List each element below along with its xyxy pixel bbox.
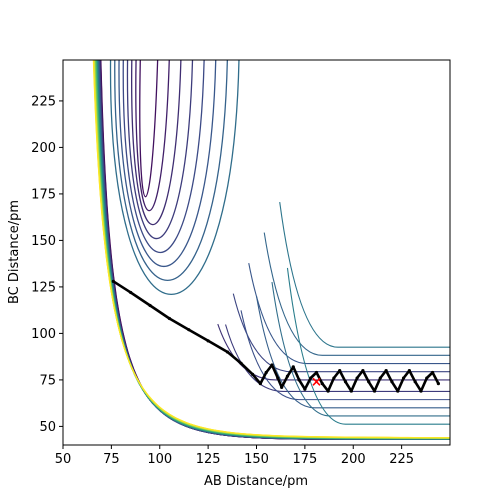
x-tick-label-2: 100 xyxy=(147,452,172,467)
trajectory-point-8 xyxy=(251,372,255,376)
x-tick-label-7: 225 xyxy=(389,452,414,467)
trajectory-point-13 xyxy=(280,385,284,389)
trajectory-point-32 xyxy=(390,380,394,384)
trajectory-point-5 xyxy=(206,339,210,343)
y-tick-label-7: 225 xyxy=(31,94,56,109)
trajectory-point-22 xyxy=(332,376,336,380)
trajectory-point-39 xyxy=(430,370,435,375)
trajectory-point-24 xyxy=(343,380,348,384)
x-tick-label-0: 50 xyxy=(55,452,72,467)
trajectory-point-28 xyxy=(367,380,371,384)
valley-contour-8 xyxy=(279,202,450,348)
trajectory-point-4 xyxy=(187,328,191,332)
valley-contour-9 xyxy=(286,267,450,425)
y-axis-ticks: 50 75 100 125 150 175 200 225 xyxy=(31,94,63,435)
trajectory-point-11 xyxy=(270,363,274,367)
y-tick-label-2: 100 xyxy=(31,327,56,342)
x-tick-label-4: 150 xyxy=(244,452,269,467)
trajectory-point-17 xyxy=(303,387,307,391)
trajectory-point-15 xyxy=(291,365,295,369)
x-tick-label-5: 175 xyxy=(292,452,317,467)
contour-level-39 xyxy=(92,60,450,439)
trajectory-point-14 xyxy=(285,374,290,378)
inner-contour-6 xyxy=(114,60,228,281)
trajectory-point-33 xyxy=(396,389,400,393)
trajectory-point-30 xyxy=(378,376,382,380)
trajectory-point-23 xyxy=(338,369,342,373)
marker-stroke-b xyxy=(312,377,321,386)
valley-contour-3 xyxy=(240,310,450,401)
valley-contour-7 xyxy=(271,281,450,417)
inner-contour-0 xyxy=(139,60,159,198)
valley-contour-6 xyxy=(263,232,450,356)
trajectory-point-31 xyxy=(384,369,388,373)
trajectory-point-2 xyxy=(148,303,152,308)
y-tick-label-5: 175 xyxy=(31,187,56,202)
trajectory-point-34 xyxy=(401,376,406,380)
trajectory-point-26 xyxy=(355,376,359,380)
trajectory-point-29 xyxy=(372,389,377,393)
trajectory-point-40 xyxy=(436,382,440,386)
inner-contour-1 xyxy=(135,60,170,212)
y-tick-label-1: 75 xyxy=(39,373,56,388)
valley-contour-4 xyxy=(248,262,450,365)
x-axis-label: AB Distance/pm xyxy=(204,474,308,489)
start-marker xyxy=(312,377,321,386)
x-tick-label-6: 200 xyxy=(341,452,366,467)
trajectory-point-10 xyxy=(264,370,268,375)
x-tick-label-1: 75 xyxy=(103,452,120,467)
trajectory-point-38 xyxy=(425,376,429,380)
inner-contour-4 xyxy=(122,60,205,253)
valley-contour-1 xyxy=(225,324,450,392)
y-tick-label-4: 150 xyxy=(31,234,56,249)
trajectory-path xyxy=(111,279,440,393)
inner-contour-2 xyxy=(131,60,182,225)
inner-contour-5 xyxy=(118,60,217,268)
trajectory-point-1 xyxy=(129,290,133,295)
trajectory-point-16 xyxy=(297,378,301,382)
trajectory-point-37 xyxy=(419,389,423,393)
contour-lines xyxy=(92,60,450,440)
trajectory-point-12 xyxy=(276,376,280,380)
trajectory-point-19 xyxy=(314,370,319,375)
plot-background xyxy=(63,60,450,445)
trajectory-point-35 xyxy=(407,369,411,373)
trajectory-point-36 xyxy=(413,380,417,384)
inner-contour-3 xyxy=(126,60,194,240)
x-axis-ticks: 50 75 100 125 150 175 200 225 xyxy=(55,445,414,467)
trajectory-point-18 xyxy=(309,376,313,380)
trajectory-point-20 xyxy=(320,382,324,386)
trajectory-point-25 xyxy=(349,389,353,393)
x-tick-label-3: 125 xyxy=(196,452,221,467)
trajectory-point-6 xyxy=(225,350,230,354)
y-tick-label-6: 200 xyxy=(31,141,56,156)
y-tick-label-0: 50 xyxy=(39,420,56,435)
trajectory-point-21 xyxy=(326,389,330,393)
trajectory-point-0 xyxy=(111,279,115,283)
trajectory-point-7 xyxy=(239,361,243,365)
trajectory-point-9 xyxy=(258,382,262,386)
y-tick-label-3: 125 xyxy=(31,280,56,295)
trajectory-point-3 xyxy=(167,316,172,321)
trajectory-point-27 xyxy=(361,369,365,373)
y-axis-label: BC Distance/pm xyxy=(7,200,22,304)
inner-contour-7 xyxy=(109,60,240,295)
